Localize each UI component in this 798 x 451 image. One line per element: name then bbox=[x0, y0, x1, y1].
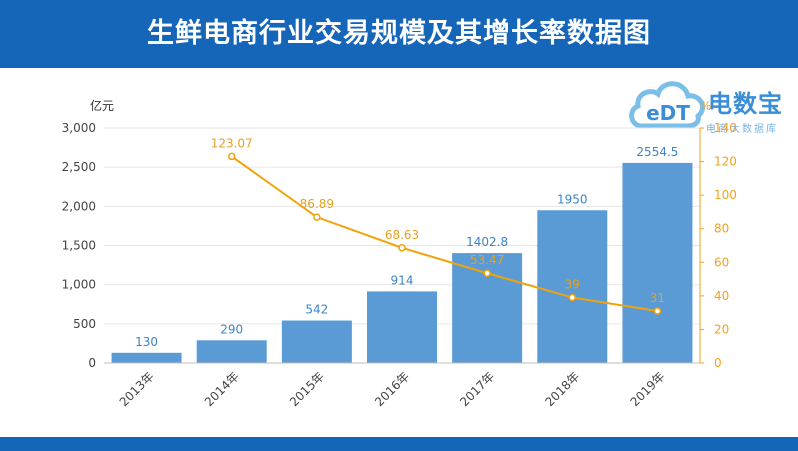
bars bbox=[111, 162, 693, 363]
logo-name: 电数宝 bbox=[708, 90, 783, 118]
bar-data-label: 2554.5 bbox=[636, 145, 678, 159]
x-tick-label: 2014年 bbox=[202, 369, 242, 409]
growth-rate-point bbox=[483, 269, 491, 277]
y-left-tick-label: 3,000 bbox=[62, 121, 96, 135]
bar-data-label: 130 bbox=[135, 335, 158, 349]
y-left-tick-label: 1,500 bbox=[62, 239, 96, 253]
x-tick-label: 2017年 bbox=[457, 369, 497, 409]
growth-rate-label: 39 bbox=[565, 278, 580, 292]
title-banner bbox=[0, 0, 798, 68]
growth-rate-point bbox=[653, 307, 662, 315]
y-right-tick-label: 0 bbox=[714, 356, 722, 370]
footer-bar bbox=[0, 437, 798, 451]
y-right-unit: % bbox=[700, 99, 711, 113]
x-tick-label: 2018年 bbox=[542, 369, 582, 409]
bar bbox=[111, 352, 182, 363]
y-left-tick-label: 1,000 bbox=[62, 278, 96, 292]
growth-rate-point bbox=[398, 244, 406, 252]
growth-rate-label: 31 bbox=[650, 291, 665, 305]
growth-rate-label: 68.63 bbox=[385, 228, 419, 242]
x-tick-label: 2016年 bbox=[372, 369, 412, 409]
cloud-logo-icon: eDT bbox=[629, 81, 705, 129]
bar bbox=[537, 210, 608, 363]
y-right-tick-label: 120 bbox=[714, 155, 737, 169]
growth-rate-label: 123.07 bbox=[211, 136, 253, 150]
growth-line bbox=[227, 152, 662, 315]
bar bbox=[196, 340, 267, 363]
y-right-tick-label: 20 bbox=[714, 322, 729, 336]
bar bbox=[367, 291, 437, 363]
growth-rate-line bbox=[231, 155, 658, 312]
growth-rate-point bbox=[227, 152, 236, 161]
bar-data-label: 914 bbox=[391, 273, 414, 287]
y-right-tick-label: 60 bbox=[714, 255, 729, 269]
bar bbox=[281, 320, 352, 363]
y-left-tick-label: 0 bbox=[88, 356, 96, 370]
bar-data-label: 1950 bbox=[557, 192, 588, 206]
growth-rate-label: 53.47 bbox=[470, 253, 504, 267]
y-left-tick-label: 2,000 bbox=[62, 199, 96, 213]
y-right-tick-label: 80 bbox=[714, 222, 729, 236]
bar bbox=[622, 162, 693, 363]
y-right-tick-label: 40 bbox=[714, 289, 729, 303]
logo-subtitle: 电商大数据库 bbox=[706, 124, 778, 135]
y-left-tick-label: 500 bbox=[73, 317, 96, 331]
y-right-tick-label: 140 bbox=[714, 121, 737, 135]
chart-title: 生鲜电商行业交易规模及其增长率数据图 bbox=[147, 18, 651, 49]
bar-data-label: 542 bbox=[305, 303, 328, 317]
x-tick-label: 2015年 bbox=[287, 369, 327, 409]
bar-data-label: 1402.8 bbox=[466, 235, 508, 249]
y-right-tick-label: 100 bbox=[714, 188, 737, 202]
x-tick-label: 2013年 bbox=[117, 369, 157, 409]
growth-rate-point bbox=[313, 213, 321, 221]
y-left-tick-label: 2,500 bbox=[62, 160, 96, 174]
bar-data-label: 290 bbox=[220, 322, 243, 336]
logo: eDT bbox=[628, 72, 793, 134]
logo-mark: eDT bbox=[646, 101, 690, 125]
x-tick-label: 2019年 bbox=[628, 369, 668, 409]
labels: 130 290 542 914 1402.8 1950 2554.5 123.07 86.89 6… bbox=[135, 136, 678, 348]
growth-rate-point bbox=[568, 293, 577, 302]
y-left-unit: 亿元 bbox=[90, 98, 114, 113]
growth-rate-label: 86.89 bbox=[300, 197, 334, 211]
